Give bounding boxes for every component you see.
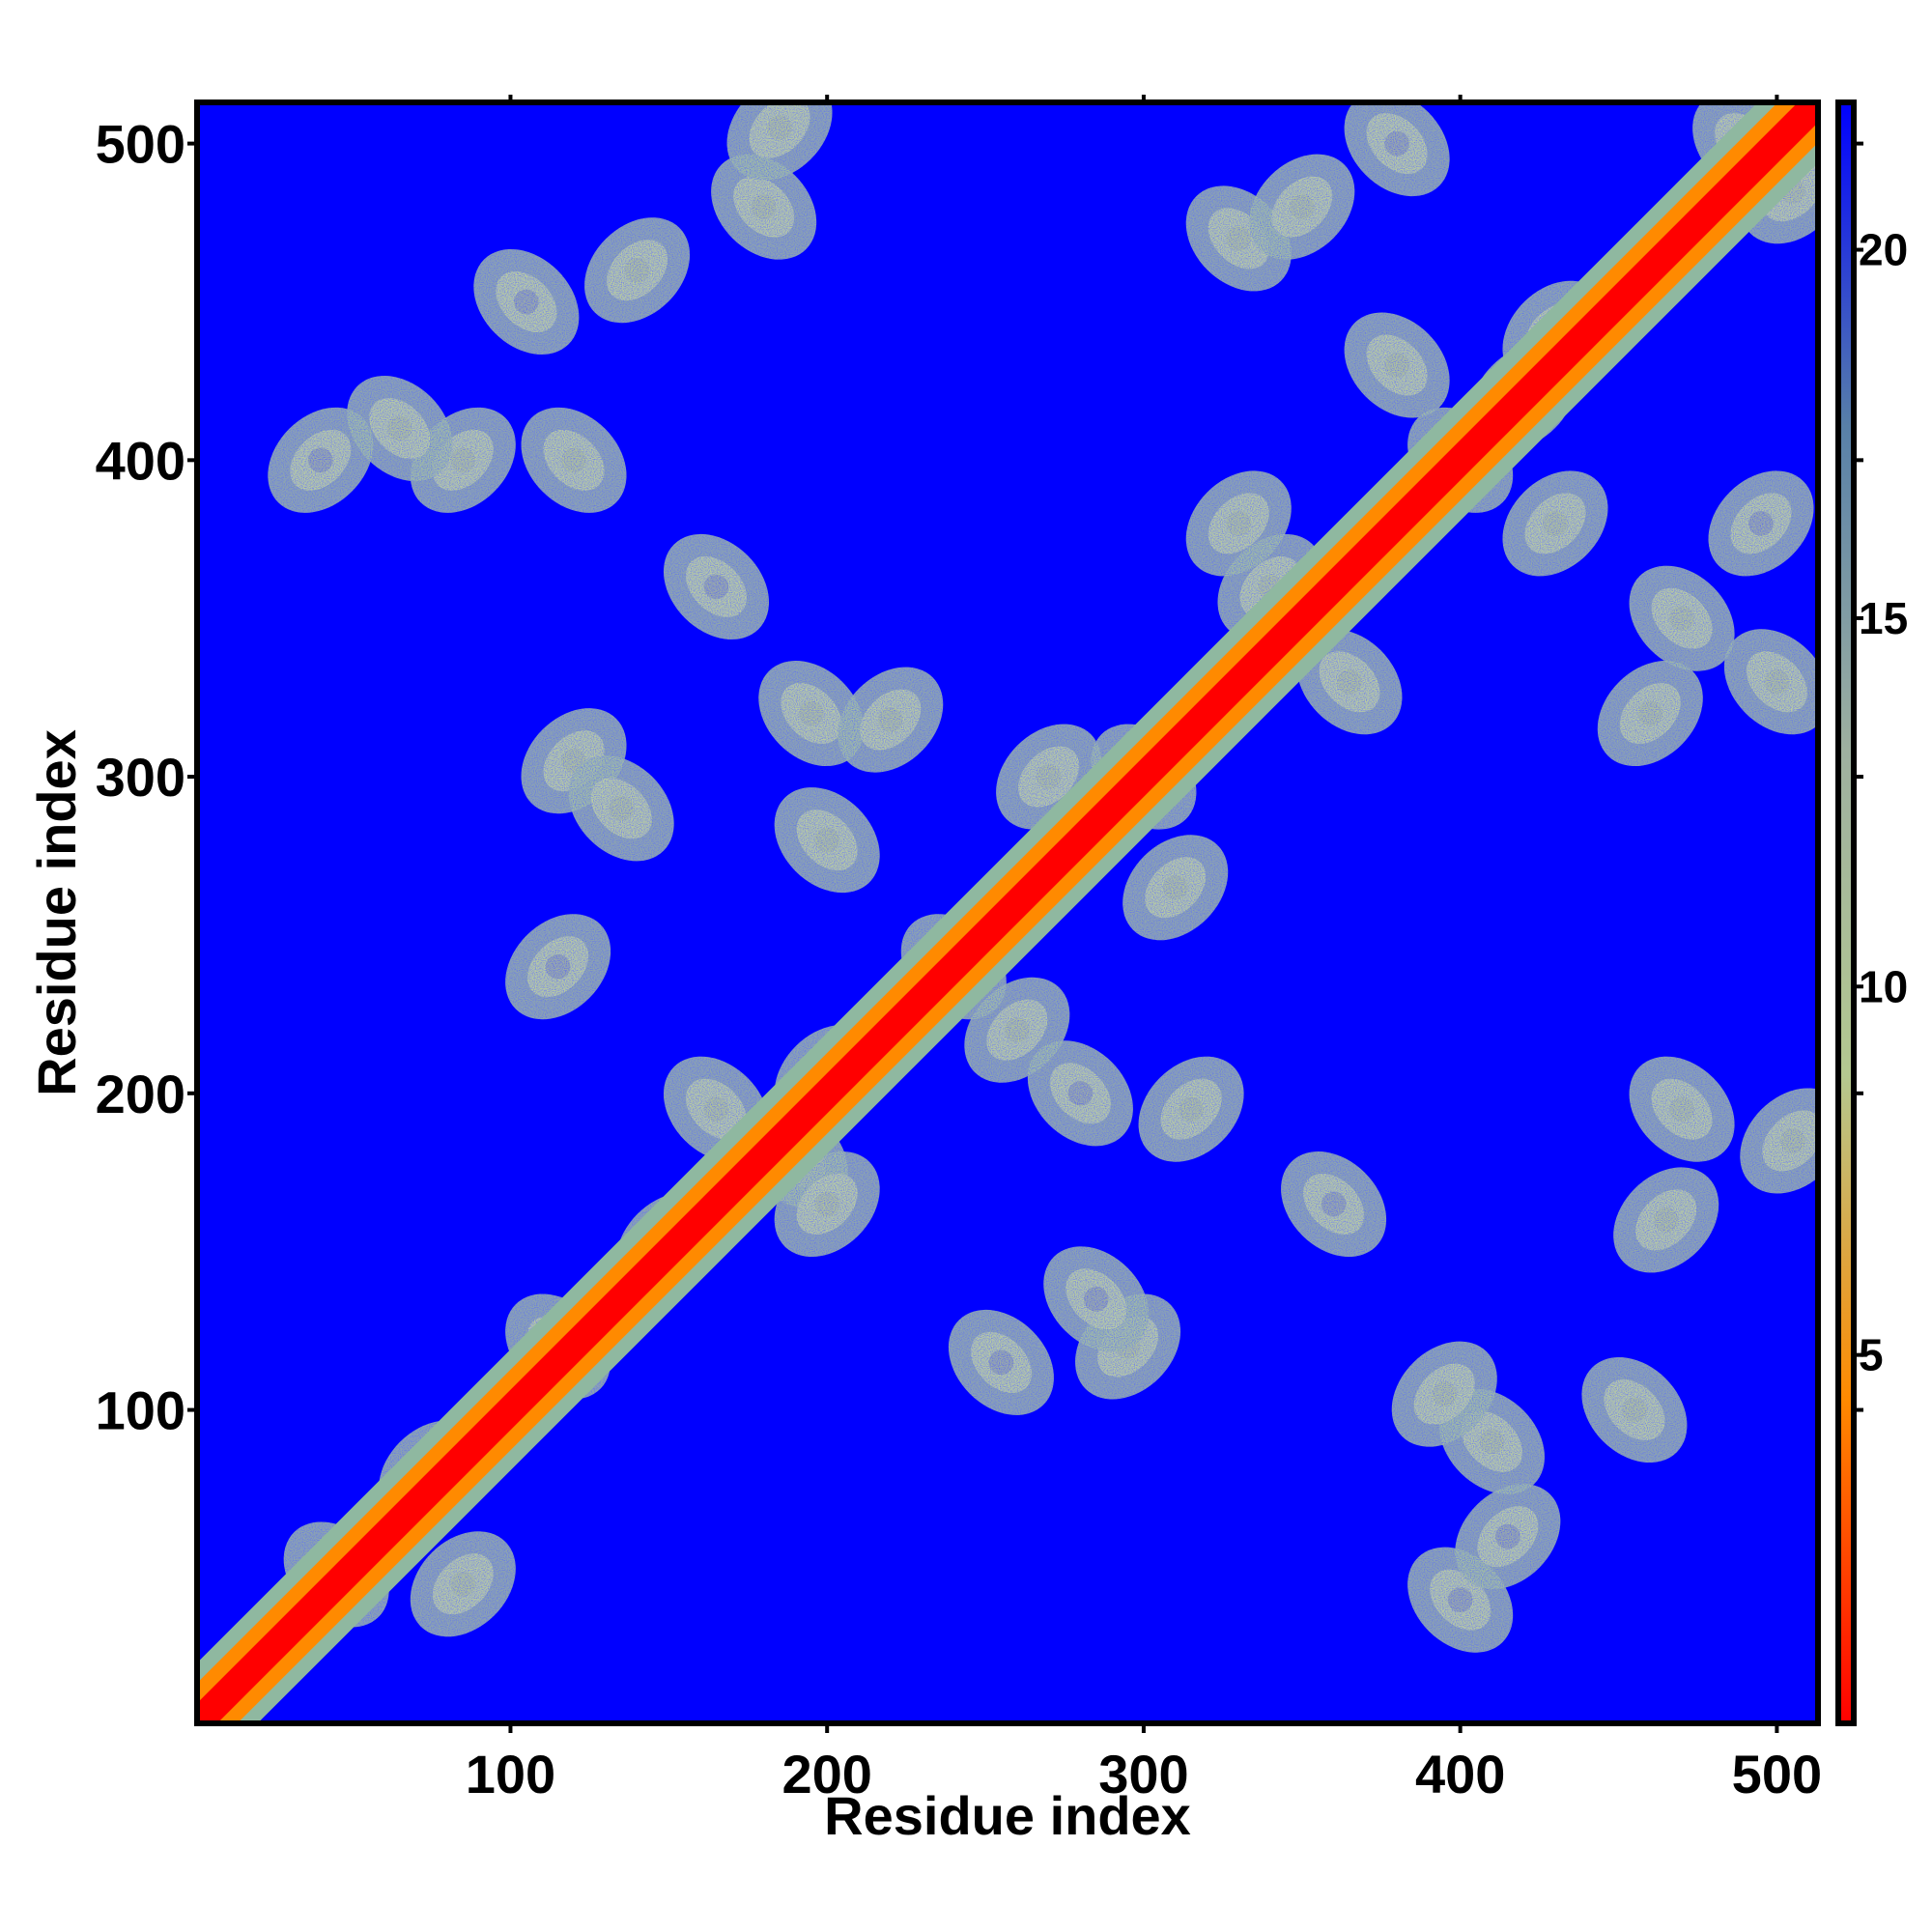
colorbar: 5 10 15 20 (1835, 99, 1908, 1726)
contact-region (1122, 835, 1229, 941)
contact-region (410, 1531, 516, 1637)
contact-region (1740, 1088, 1818, 1194)
contact-region (1138, 1056, 1244, 1162)
x-tick-label: 300 (1098, 1744, 1188, 1804)
y-axis-title: Residue index (26, 729, 87, 1096)
colorbar-tick-label: 20 (1859, 225, 1908, 275)
x-axis-title: Residue index (824, 1785, 1191, 1846)
y-tick-label: 200 (96, 1064, 185, 1124)
contact-region (521, 407, 627, 513)
contact-region (838, 667, 944, 773)
contact-region (774, 787, 880, 894)
diagonal-band (197, 102, 1818, 1723)
contact-region (1723, 629, 1818, 735)
contact-region (1629, 1056, 1735, 1162)
contact-region (1629, 565, 1735, 671)
y-tick-label: 100 (96, 1380, 185, 1441)
colorbar-tick-label: 15 (1859, 593, 1908, 643)
contact-region (1281, 1151, 1387, 1258)
colorbar-ticks: 5 10 15 20 (1854, 225, 1908, 1380)
contact-region (1455, 1484, 1561, 1590)
contact-region (948, 1309, 1054, 1415)
colorbar-frame (1835, 99, 1857, 1726)
y-tick-label: 400 (96, 430, 185, 491)
x-tick-label: 200 (781, 1744, 871, 1804)
y-axis: 100 200 300 400 500 (96, 114, 197, 1441)
contact-region (1344, 312, 1450, 418)
x-tick-label: 400 (1415, 1744, 1505, 1804)
contact-region (1581, 1357, 1688, 1463)
x-tick-label: 500 (1732, 1744, 1822, 1804)
contact-region (663, 533, 769, 639)
contact-region (505, 914, 611, 1020)
diagonal-line (197, 102, 1818, 1723)
contact-region (1027, 1040, 1133, 1147)
colorbar-tick-label: 5 (1859, 1330, 1884, 1380)
contact-region (1391, 1341, 1497, 1447)
colorbar-gradient (1838, 102, 1854, 1723)
contact-region (584, 217, 691, 324)
y-tick-label: 300 (96, 747, 185, 808)
contact-region (1185, 470, 1292, 577)
top-ticks (508, 95, 1779, 102)
contact-region (1249, 154, 1355, 260)
x-axis: 100 200 300 400 500 (466, 1723, 1822, 1804)
contact-region (1344, 102, 1450, 197)
contact-region (347, 376, 453, 482)
contact-region (1613, 1167, 1719, 1273)
x-tick-label: 100 (466, 1744, 555, 1804)
contact-region (268, 407, 374, 513)
contact-region (1597, 661, 1703, 767)
contact-region (568, 755, 674, 862)
plot-frame (194, 99, 1821, 1726)
contact-region (758, 661, 865, 767)
contact-region (1502, 470, 1608, 577)
contact-region (1043, 1246, 1150, 1352)
contact-region (726, 102, 833, 181)
y-tick-label: 500 (96, 114, 185, 175)
colorbar-tick-label: 10 (1859, 961, 1908, 1011)
contact-region (711, 154, 817, 260)
contact-region (473, 248, 580, 355)
contact-region (1708, 470, 1814, 577)
